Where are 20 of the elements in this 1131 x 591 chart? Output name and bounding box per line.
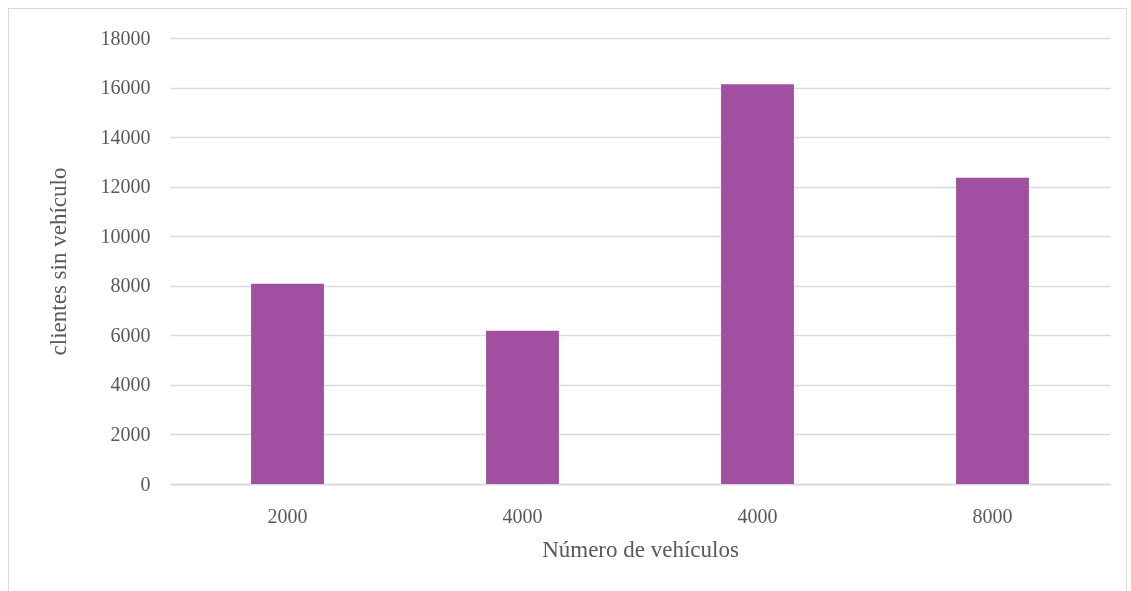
y-tick-label: 18000 — [100, 26, 151, 49]
bar — [956, 177, 1029, 484]
y-tick-label: 8000 — [110, 274, 151, 297]
x-tick-label: 4000 — [502, 504, 543, 527]
y-tick-label: 6000 — [110, 323, 151, 346]
y-tick-label: 0 — [140, 472, 151, 495]
y-tick-label: 16000 — [100, 76, 151, 99]
bar — [486, 330, 559, 484]
y-tick-label: 12000 — [100, 175, 151, 198]
x-tick-label: 8000 — [972, 504, 1013, 527]
y-axis-title: clientes sin vehículo — [45, 167, 71, 356]
y-tick-label: 10000 — [100, 224, 151, 247]
x-tick-label: 4000 — [737, 504, 778, 527]
y-tick-label: 14000 — [100, 125, 151, 148]
x-tick-label: 2000 — [267, 504, 308, 527]
y-tick-label: 2000 — [110, 422, 151, 445]
bar — [251, 283, 324, 484]
y-tick-label: 4000 — [110, 373, 151, 396]
bar — [721, 84, 794, 484]
x-axis-title: Número de vehículos — [542, 536, 739, 562]
